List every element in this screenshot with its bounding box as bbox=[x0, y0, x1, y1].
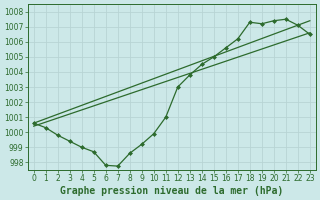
X-axis label: Graphe pression niveau de la mer (hPa): Graphe pression niveau de la mer (hPa) bbox=[60, 186, 284, 196]
